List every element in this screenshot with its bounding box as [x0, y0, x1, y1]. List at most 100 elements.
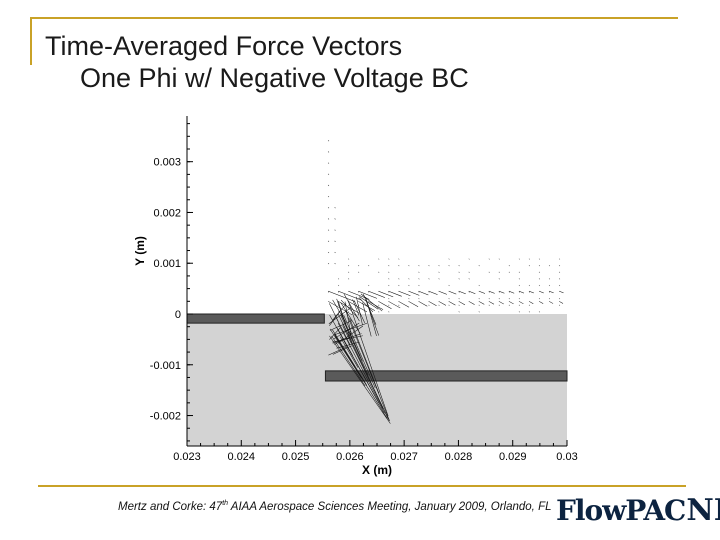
force-vector-dot: [519, 272, 520, 273]
footer-citation: Mertz and Corke: 47th AIAA Aerospace Sci…: [118, 500, 552, 513]
y-tick-label: 0.001: [153, 258, 181, 270]
force-vector-dot: [459, 298, 460, 299]
y-tick-label: 0: [175, 309, 181, 321]
force-vector-dot: [429, 278, 430, 279]
force-vector-dot: [519, 292, 520, 293]
force-vector: [358, 291, 377, 298]
force-vector-dot: [398, 265, 399, 266]
force-vector: [439, 291, 447, 294]
force-vector-dot: [499, 292, 500, 293]
force-vector-dot: [449, 298, 450, 299]
force-vector-dot: [388, 285, 389, 286]
notre-dame-logo-mark: ND: [686, 493, 720, 528]
force-vector: [539, 301, 543, 303]
force-vector-dot: [348, 311, 349, 312]
force-vector-dot: [479, 311, 480, 312]
force-vector-dot: [419, 278, 420, 279]
force-vector-dot: [559, 265, 560, 266]
force-vector-dot: [559, 285, 560, 286]
force-vector-dot: [328, 174, 329, 175]
x-tick-label: 0.029: [499, 451, 527, 463]
force-vector-dot: [388, 272, 389, 273]
force-vector-dot: [419, 285, 420, 286]
force-vector: [539, 291, 544, 293]
force-vector-dot: [459, 305, 460, 306]
force-vector-dot: [469, 278, 470, 279]
force-vector-dot: [368, 285, 369, 286]
force-vector-dot: [328, 219, 329, 220]
force-vector: [398, 301, 409, 307]
force-vector-dot: [328, 152, 329, 153]
force-vector-dot: [499, 259, 500, 260]
force-vector-dot: [368, 265, 369, 266]
force-vector-dot: [479, 265, 480, 266]
exposed-electrode: [187, 314, 324, 323]
force-vector-dot: [549, 278, 550, 279]
force-vector: [338, 291, 362, 300]
force-vector-dot: [549, 298, 550, 299]
force-vector-dot: [398, 285, 399, 286]
force-vector: [378, 301, 391, 308]
force-vector: [559, 291, 563, 293]
y-tick-label: 0.002: [153, 207, 181, 219]
force-vector: [549, 301, 553, 303]
force-vector-dot: [489, 272, 490, 273]
force-vector-dot: [368, 292, 369, 293]
force-vector-dot: [408, 298, 409, 299]
force-vector: [368, 291, 385, 297]
force-vector-dot: [499, 272, 500, 273]
force-vector-dot: [335, 252, 336, 253]
force-vector-dot: [368, 305, 369, 306]
force-vector-dot: [529, 285, 530, 286]
force-vector: [449, 291, 457, 294]
force-vector-dot: [358, 265, 359, 266]
bottom-rule: [38, 485, 686, 487]
force-vector-dot: [559, 272, 560, 273]
y-tick-label: 0.003: [153, 157, 181, 169]
force-vector-dot: [419, 265, 420, 266]
x-tick-label: 0.026: [336, 451, 364, 463]
force-vector: [439, 301, 446, 305]
force-vector-dot: [419, 272, 420, 273]
x-tick-label: 0.028: [445, 451, 473, 463]
force-vector-dot: [408, 278, 409, 279]
force-vector-dot: [388, 311, 389, 312]
force-vector-dot: [388, 278, 389, 279]
force-vector-dot: [429, 265, 430, 266]
force-vector-dot: [489, 305, 490, 306]
force-vector-dot: [549, 292, 550, 293]
force-vector-dot: [378, 259, 379, 260]
force-vector-dot: [348, 265, 349, 266]
force-vector-dot: [378, 305, 379, 306]
force-vector: [419, 301, 428, 306]
force-vector: [449, 301, 456, 305]
footer-venue: AIAA Aerospace Sciences Meeting, January…: [228, 501, 551, 513]
force-vector-dot: [509, 305, 510, 306]
force-vector-dot: [549, 265, 550, 266]
force-vector: [469, 291, 476, 294]
force-vector-dot: [328, 185, 329, 186]
force-vector-dot: [338, 278, 339, 279]
force-vector-dot: [509, 265, 510, 266]
force-vector-dot: [529, 292, 530, 293]
force-vector-dot: [348, 259, 349, 260]
force-vector-dot: [559, 298, 560, 299]
force-vector-dot: [559, 278, 560, 279]
force-vector-dot: [479, 298, 480, 299]
force-vector-dot: [519, 259, 520, 260]
x-tick-label: 0.023: [173, 451, 201, 463]
force-vector-dot: [509, 292, 510, 293]
force-vector-dot: [348, 278, 349, 279]
force-vector-dot: [429, 305, 430, 306]
force-vector-dot: [509, 272, 510, 273]
force-vector-dot: [529, 259, 530, 260]
force-vector-dot: [328, 230, 329, 231]
force-vector-dot: [348, 305, 349, 306]
force-vector-dot: [388, 305, 389, 306]
force-vector-dot: [519, 298, 520, 299]
force-vector-dot: [509, 298, 510, 299]
force-vector-dot: [539, 259, 540, 260]
force-vector-dot: [429, 292, 430, 293]
force-vector-dot: [539, 311, 540, 312]
force-vector-dot: [439, 272, 440, 273]
